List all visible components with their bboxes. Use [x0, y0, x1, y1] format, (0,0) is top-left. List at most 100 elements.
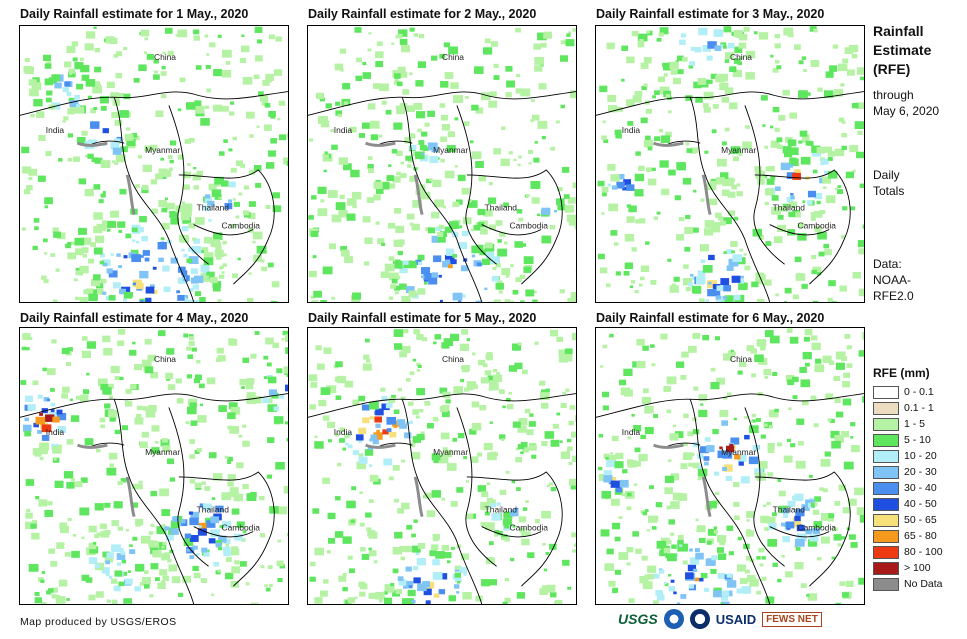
country-border: [20, 393, 288, 418]
legend-item: 0.1 - 1: [873, 400, 943, 416]
legend-label: 30 - 40: [904, 482, 937, 494]
country-label-myanmar: Myanmar: [145, 447, 180, 457]
rainfall-map-5: China India Myanmar Thailand Cambodia: [307, 327, 577, 605]
country-border: [193, 224, 254, 236]
country-label-myanmar: Myanmar: [721, 145, 756, 155]
legend-label: 50 - 65: [904, 514, 937, 526]
country-label-thailand: Thailand: [197, 505, 230, 515]
country-border: [401, 399, 483, 604]
no-data-coast: [365, 443, 424, 518]
country-label-cambodia: Cambodia: [509, 523, 548, 533]
country-label-cambodia: Cambodia: [509, 221, 548, 231]
legend-item: No Data: [873, 576, 943, 592]
fews-net-logo: FEWS NET: [762, 611, 822, 627]
country-label-china: China: [730, 52, 752, 62]
country-border: [308, 393, 576, 418]
legend-label: No Data: [904, 578, 943, 590]
legend-item: 65 - 80: [873, 528, 943, 544]
country-border: [401, 97, 483, 302]
country-border: [193, 526, 254, 538]
legend: RFE (mm) 0 - 0.1 0.1 - 1 1 - 5 5 - 10 10 - 2…: [873, 366, 943, 592]
legend-item: > 100: [873, 560, 943, 576]
legend-swatch: [873, 465, 899, 479]
country-border: [596, 91, 864, 116]
country-border: [466, 471, 563, 587]
country-label-india: India: [334, 427, 353, 437]
legend-swatch: [873, 497, 899, 511]
country-label-china: China: [154, 354, 176, 364]
country-label-india: India: [622, 427, 641, 437]
usgs-logo: USGS: [618, 611, 658, 627]
usaid-logo: USAID: [715, 611, 757, 627]
country-border: [689, 399, 771, 604]
legend-item: 80 - 100: [873, 544, 943, 560]
legend-title: RFE (mm): [873, 366, 930, 380]
rainfall-map-3: China India Myanmar Thailand Cambodia: [595, 25, 865, 303]
legend-item: 40 - 50: [873, 496, 943, 512]
country-border: [178, 471, 275, 587]
legend-item: 50 - 65: [873, 512, 943, 528]
map-credit: Map produced by USGS/EROS: [20, 616, 177, 628]
product-title: Rainfall Estimate (RFE): [873, 23, 932, 77]
country-label-cambodia: Cambodia: [797, 221, 836, 231]
panel-5-title: Daily Rainfall estimate for 5 May., 2020: [308, 311, 537, 325]
country-border: [456, 407, 497, 567]
legend-swatch: [873, 545, 899, 559]
rainfall-map-2: China India Myanmar Thailand Cambodia: [307, 25, 577, 303]
country-border: [744, 407, 785, 567]
panel-4-title: Daily Rainfall estimate for 4 May., 2020: [20, 311, 249, 325]
legend-swatch: [873, 577, 899, 591]
usaid-seal-icon: [689, 609, 710, 629]
legend-label: 0 - 0.1: [904, 386, 934, 398]
rainfall-map-1: China India Myanmar Thailand Cambodia: [19, 25, 289, 303]
legend-label: 40 - 50: [904, 498, 937, 510]
country-label-myanmar: Myanmar: [145, 145, 180, 155]
no-data-coast: [653, 141, 712, 216]
country-border: [456, 105, 497, 265]
legend-item: 0 - 0.1: [873, 384, 943, 400]
country-label-thailand: Thailand: [485, 505, 518, 515]
country-label-thailand: Thailand: [485, 203, 518, 213]
country-border: [744, 105, 785, 265]
legend-item: 20 - 30: [873, 464, 943, 480]
legend-item: 1 - 5: [873, 416, 943, 432]
legend-swatch: [873, 481, 899, 495]
partner-logos: USGS USAID FEWS NET: [618, 606, 863, 632]
legend-label: 80 - 100: [904, 546, 943, 558]
country-label-thailand: Thailand: [773, 505, 806, 515]
legend-swatch: [873, 433, 899, 447]
country-label-myanmar: Myanmar: [721, 447, 756, 457]
country-border: [769, 526, 830, 538]
country-label-china: China: [154, 52, 176, 62]
country-border: [178, 169, 275, 285]
rainfall-map-4: China India Myanmar Thailand Cambodia: [19, 327, 289, 605]
no-data-coast: [365, 141, 424, 216]
panel-6-title: Daily Rainfall estimate for 6 May., 2020: [596, 311, 825, 325]
panel-2-title: Daily Rainfall estimate for 2 May., 2020: [308, 7, 537, 21]
country-border: [481, 526, 542, 538]
rainfall-map-6: China India Myanmar Thailand Cambodia: [595, 327, 865, 605]
country-label-china: China: [442, 354, 464, 364]
legend-swatch: [873, 401, 899, 415]
country-label-india: India: [334, 125, 353, 135]
country-label-india: India: [46, 427, 65, 437]
country-label-china: China: [730, 354, 752, 364]
country-label-myanmar: Myanmar: [433, 145, 468, 155]
country-border: [481, 224, 542, 236]
country-border: [308, 91, 576, 116]
country-border: [754, 471, 851, 587]
country-border: [168, 407, 209, 567]
legend-item: 30 - 40: [873, 480, 943, 496]
country-label-cambodia: Cambodia: [221, 523, 260, 533]
legend-item: 10 - 20: [873, 448, 943, 464]
totals-label: Daily Totals: [873, 168, 905, 198]
through-date: through May 6, 2020: [873, 88, 940, 118]
legend-label: 0.1 - 1: [904, 402, 934, 414]
no-data-coast: [653, 443, 712, 518]
data-source: Data: NOAA- RFE2.0: [873, 257, 914, 303]
country-border: [596, 393, 864, 418]
legend-label: 1 - 5: [904, 418, 926, 430]
country-label-thailand: Thailand: [773, 203, 806, 213]
country-border: [113, 399, 195, 604]
country-label-india: India: [622, 125, 641, 135]
